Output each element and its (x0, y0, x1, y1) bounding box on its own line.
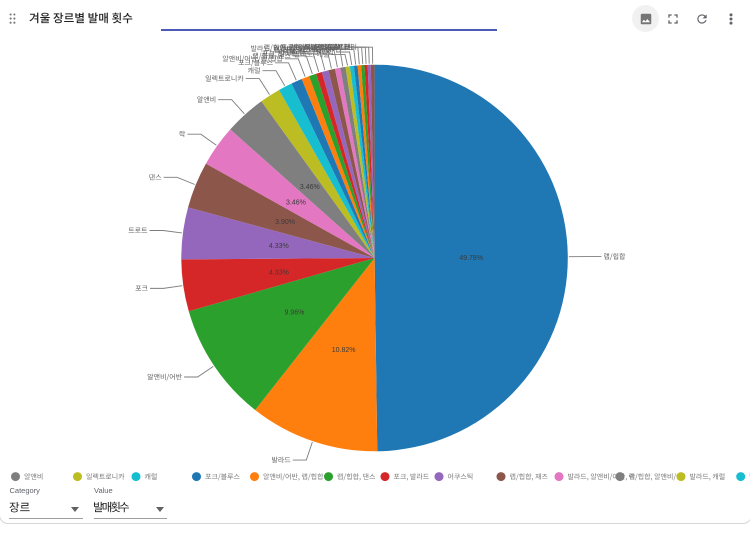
svg-text:4.33%: 4.33% (269, 243, 289, 250)
svg-text:4.33%: 4.33% (269, 269, 289, 276)
svg-text:3.46%: 3.46% (300, 184, 320, 191)
svg-text:9.96%: 9.96% (284, 309, 304, 316)
svg-text:49.78%: 49.78% (459, 255, 483, 262)
svg-text:3.90%: 3.90% (275, 219, 295, 226)
svg-text:3.46%: 3.46% (286, 199, 306, 206)
svg-text:10.82%: 10.82% (332, 347, 356, 354)
